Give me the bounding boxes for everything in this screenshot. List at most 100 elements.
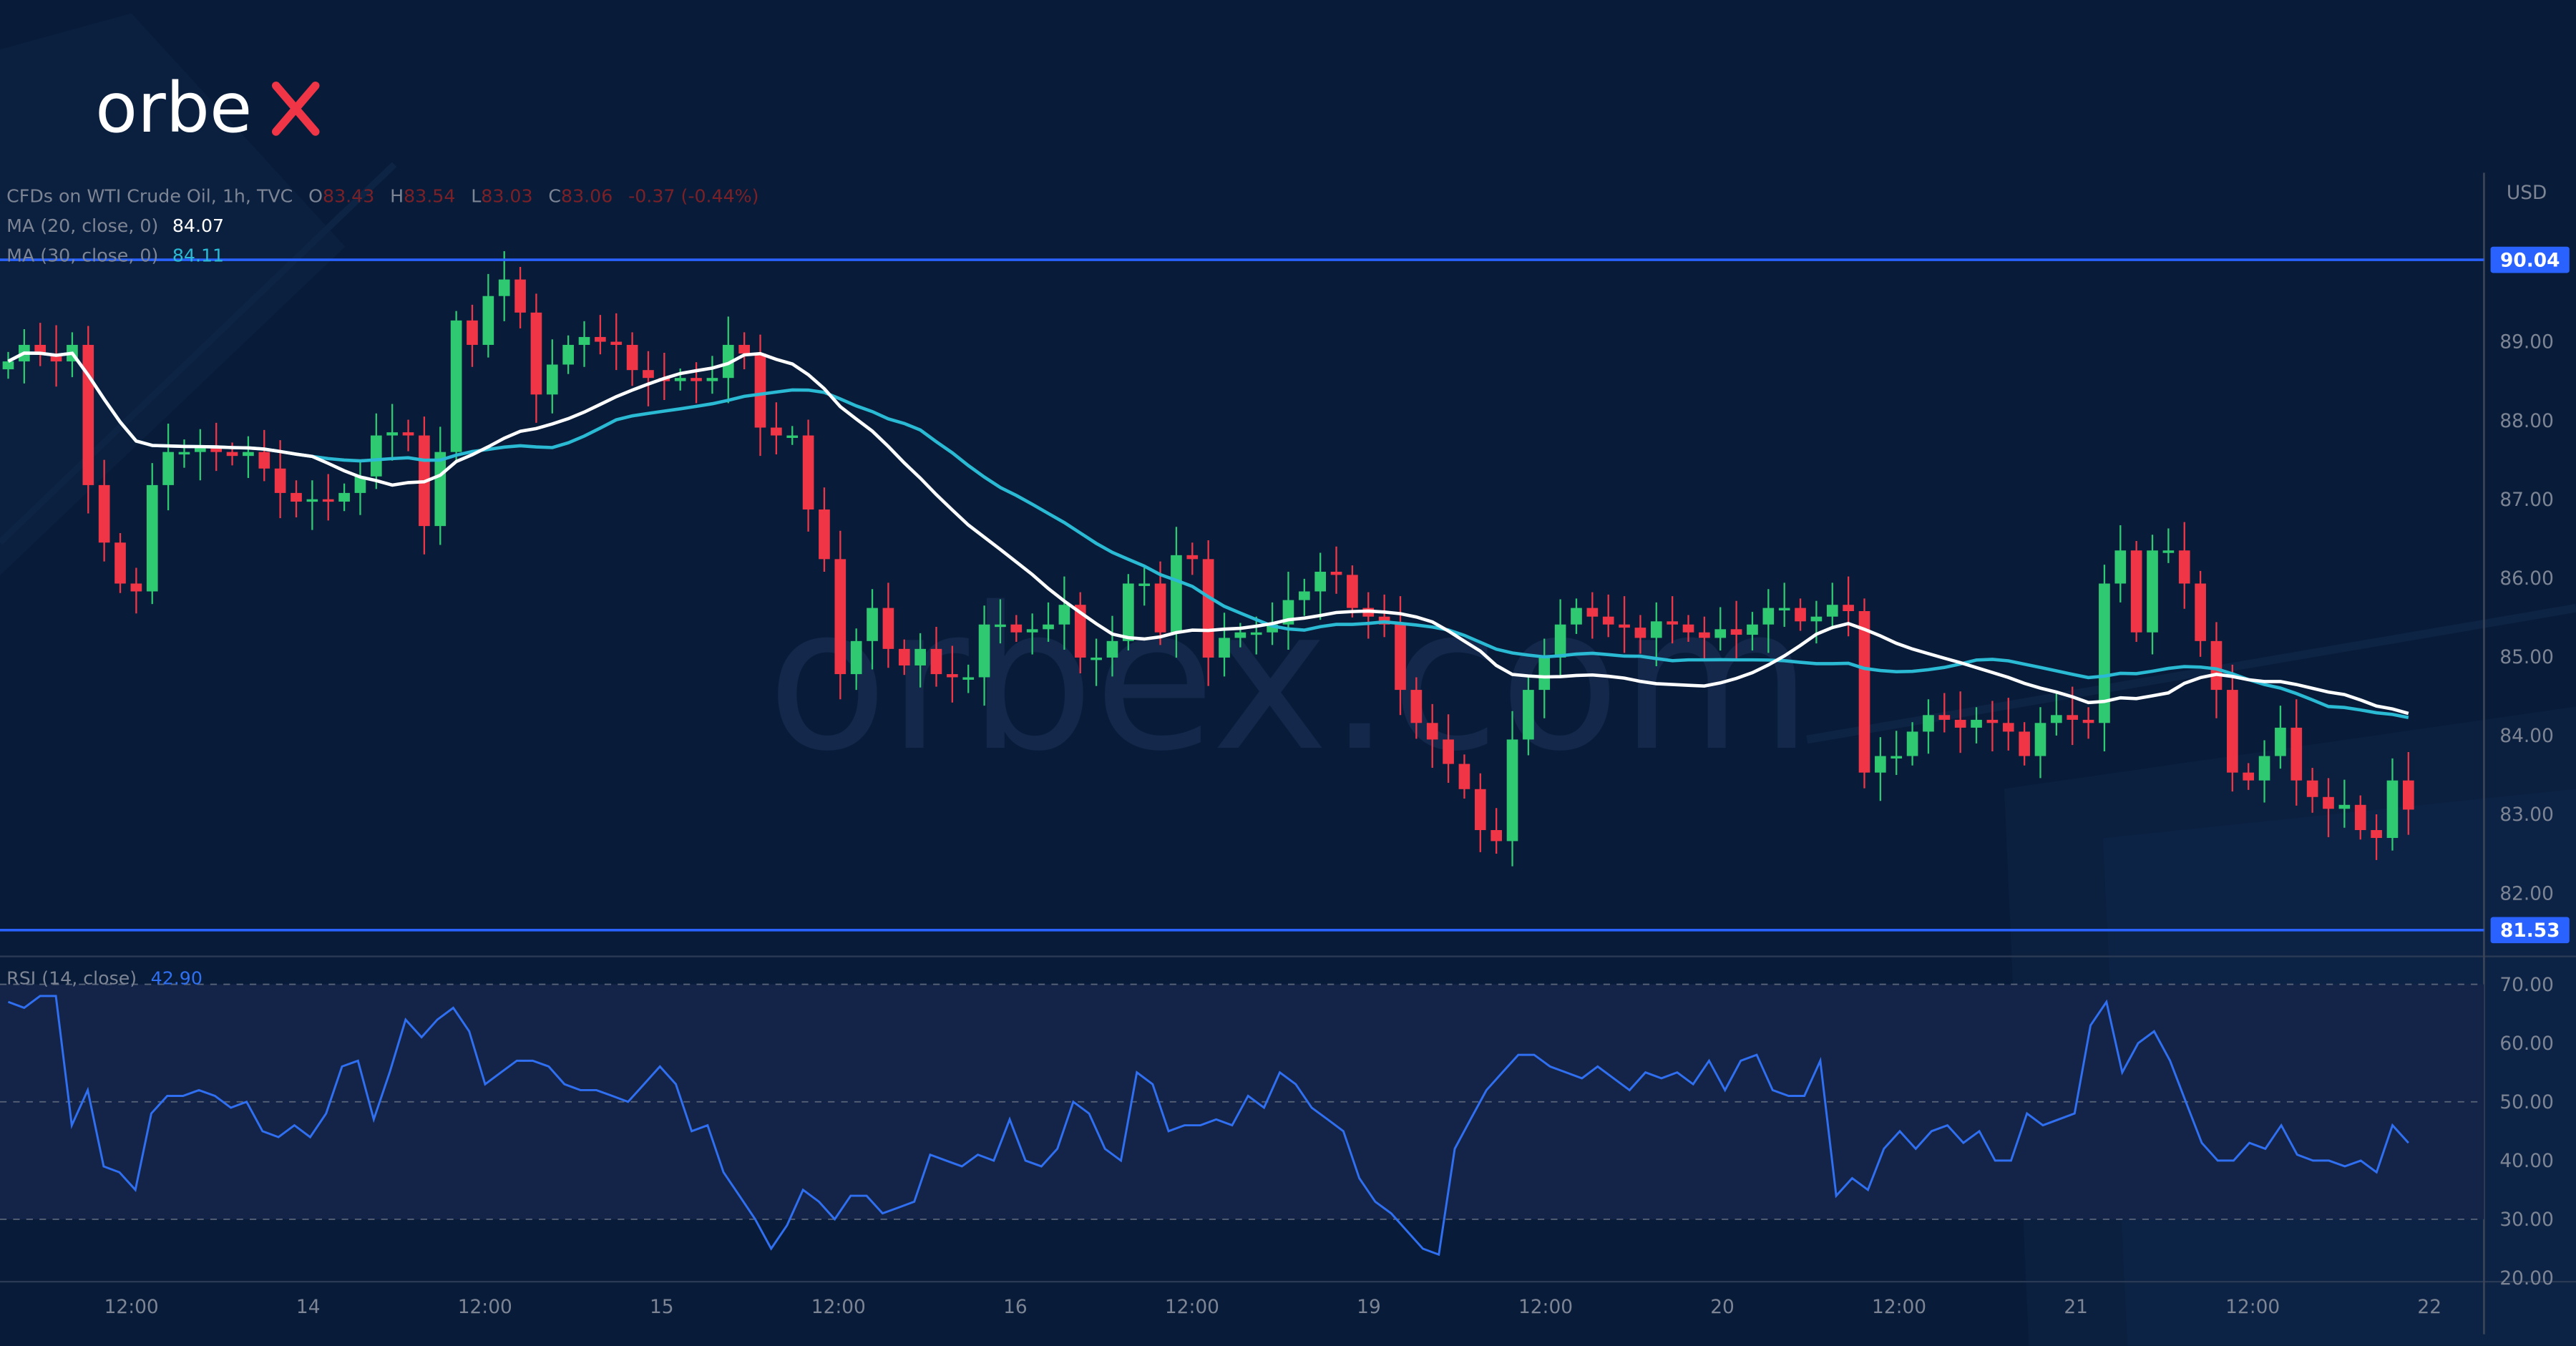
candle-body (2243, 772, 2255, 781)
candle-body (1171, 555, 1182, 633)
candle-body (98, 484, 110, 543)
candle (1330, 546, 1342, 594)
price-tick-label: 84.00 (2499, 725, 2554, 747)
time-tick-label: 12:00 (811, 1296, 866, 1318)
candle-body (1634, 628, 1646, 638)
candle (1938, 693, 1951, 733)
candle (2275, 706, 2286, 769)
candle (2243, 763, 2255, 790)
open-label: O (308, 186, 323, 207)
candle-body (178, 452, 190, 455)
ma20-legend[interactable]: MA (20, close, 0) 84.07 (6, 215, 224, 236)
candle-body (1747, 624, 1758, 635)
high-label: H (390, 186, 404, 207)
candle (34, 323, 47, 366)
candle (1971, 707, 1982, 743)
candle-body (2227, 690, 2238, 773)
level-line[interactable]: 90.04 (0, 246, 2570, 273)
time-tick-label: 19 (1357, 1296, 1381, 1318)
candle-body (1923, 715, 1934, 732)
candle-body (258, 452, 270, 469)
candle-body (643, 370, 654, 379)
candle-body (1234, 632, 1246, 638)
candle (1395, 596, 1406, 716)
candle (914, 633, 926, 688)
candle-body (1571, 608, 1582, 625)
candle-body (274, 468, 286, 493)
price-tick-label: 83.00 (2499, 804, 2554, 826)
candle (2258, 740, 2270, 803)
candle-body (691, 378, 702, 381)
rsi-line (7, 995, 2409, 1257)
candle (2290, 699, 2303, 806)
candle-body (402, 432, 414, 436)
candle-body (1219, 638, 1230, 658)
candle-body (722, 344, 734, 379)
candle (1298, 578, 1310, 616)
candle (1138, 567, 1151, 606)
candle (930, 627, 942, 687)
horizontal-levels[interactable]: 90.04 81.53 (0, 246, 2570, 944)
close-value: 83.06 (561, 186, 613, 207)
candle-body (898, 648, 910, 665)
candle-body (1123, 583, 1134, 641)
candle (467, 304, 478, 367)
price-tick-label: 88.00 (2499, 410, 2554, 432)
time-tick-label: 12:00 (2225, 1296, 2280, 1318)
time-tick-label: 21 (2064, 1296, 2088, 1318)
open-value: 83.43 (323, 186, 374, 207)
candle-body (354, 476, 366, 493)
candle (706, 356, 718, 394)
rsi-tick-label: 40.00 (2499, 1150, 2554, 1172)
time-tick-label: 12:00 (1518, 1296, 1573, 1318)
symbol-legend[interactable]: CFDs on WTI Crude Oil, 1h, TVC O83.43 H8… (6, 186, 758, 207)
candle-body (114, 542, 126, 584)
candle-body (50, 353, 62, 362)
candle-body (1202, 559, 1214, 658)
time-tick-label: 20 (1710, 1296, 1735, 1318)
rsi-tick-label: 20.00 (2499, 1267, 2554, 1289)
rsi-legend[interactable]: RSI (14, close) 42.90 (6, 968, 203, 989)
candle-body (1619, 624, 1630, 628)
candle-body (1091, 657, 1102, 660)
candle-body (291, 492, 302, 502)
candle-body (2130, 550, 2142, 633)
candle (1682, 615, 1694, 642)
candle-body (2323, 796, 2334, 809)
candle (2051, 693, 2062, 736)
candle (1250, 616, 1262, 655)
level-line[interactable]: 81.53 (0, 917, 2570, 944)
candle (2306, 768, 2318, 813)
ma20-label: MA (20, close, 0) (6, 215, 158, 236)
candle (2162, 528, 2175, 563)
price-tick-label: 89.00 (2499, 331, 2554, 353)
candle-body (834, 559, 847, 675)
candle (1986, 701, 1999, 751)
candle-body (562, 344, 574, 365)
candle (1890, 731, 1903, 775)
candle (1026, 613, 1038, 655)
candle-body (882, 608, 894, 649)
candle-body (1843, 605, 1854, 612)
candle (771, 402, 782, 454)
candle (2178, 522, 2190, 609)
candle (643, 351, 654, 406)
candle-body (2019, 731, 2030, 756)
candle-body (802, 435, 814, 510)
candle-body (1602, 616, 1614, 625)
candle (354, 460, 366, 515)
candle (514, 266, 526, 328)
candle-body (338, 492, 350, 502)
ma30-label: MA (30, close, 0) (6, 245, 158, 265)
candle (1219, 613, 1230, 677)
candle (1443, 714, 1454, 783)
candle-body (1875, 756, 1886, 773)
candle (1875, 737, 1886, 801)
candle (819, 487, 830, 572)
ma30-legend[interactable]: MA (30, close, 0) 84.11 (6, 245, 224, 265)
candle (1074, 592, 1086, 673)
candle (338, 483, 350, 512)
candle-body (1491, 830, 1502, 842)
candle (578, 321, 590, 367)
